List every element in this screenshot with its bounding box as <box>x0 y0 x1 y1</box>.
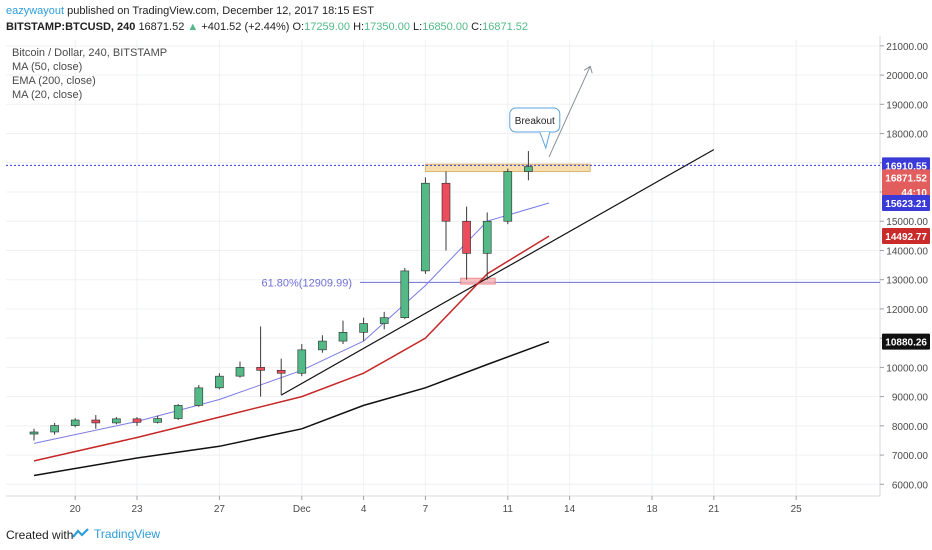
legend-item[interactable]: Bitcoin / Dollar, 240, BITSTAMP <box>12 47 167 59</box>
breakout-callout <box>509 107 561 133</box>
price-tick-label: 6000.00 <box>892 480 929 491</box>
price-axis-bg <box>880 36 932 516</box>
candle-body <box>173 405 183 419</box>
series-line <box>33 202 550 444</box>
last-price: 16871.52 <box>138 21 185 33</box>
price-tick-label: 9000.00 <box>892 393 929 404</box>
price-change: +401.52 (+2.44%) <box>201 21 290 33</box>
symbol-label: BITSTAMP:BTCUSD, 240 <box>6 21 136 33</box>
breakout-callout-pointer <box>539 131 551 150</box>
chart-header: eazywayout published on TradingView.com,… <box>0 0 932 36</box>
candle-body <box>482 220 492 254</box>
price-label-text: 10880.26 <box>885 338 927 349</box>
candle-body <box>524 166 533 172</box>
close-label: C: <box>471 21 483 33</box>
series-line <box>33 235 550 462</box>
time-tick-label: 23 <box>131 504 143 515</box>
time-tick-label: 25 <box>791 504 803 515</box>
time-tick-label: 14 <box>564 504 576 515</box>
high-value: 17350.00 <box>364 21 410 33</box>
time-tick-label: 7 <box>423 504 429 515</box>
candle-body <box>359 323 368 333</box>
breakout-arrow <box>548 66 591 158</box>
candle-body <box>50 425 59 433</box>
price-label-text: 15623.21 <box>885 199 927 210</box>
chart-background <box>0 36 932 516</box>
candle-body <box>235 367 245 377</box>
price-label-box <box>882 157 930 174</box>
tradingview-label: TradingView <box>94 527 161 541</box>
price-label-box <box>882 195 930 212</box>
candle-body <box>132 418 142 423</box>
candle-body <box>256 367 265 371</box>
candle-body <box>318 340 327 351</box>
price-tick-label: 10000.00 <box>886 363 928 374</box>
price-tick-label: 7000.00 <box>892 451 929 462</box>
close-value: 16871.52 <box>482 21 529 33</box>
time-tick-label: 20 <box>70 504 82 515</box>
candle-body <box>421 182 430 272</box>
candle-body <box>153 418 162 423</box>
candle-body <box>503 171 513 222</box>
price-tick-label: 14000.00 <box>886 246 928 257</box>
tradingview-brand[interactable]: TradingView <box>72 527 160 541</box>
breakout-arrowhead <box>583 65 593 74</box>
open-label: O: <box>292 21 305 33</box>
tradingview-logo-icon <box>72 528 89 538</box>
price-tick-label: 18000.00 <box>886 130 928 141</box>
published-text: published on TradingView.com, December 1… <box>67 5 374 17</box>
chart-area[interactable]: 21000.0020000.0019000.0018000.0017000.00… <box>0 36 932 516</box>
breakout-label: Breakout <box>515 116 555 127</box>
candle-body <box>215 375 224 389</box>
series-line <box>33 340 550 477</box>
candle-body <box>29 431 39 435</box>
open-value: 17259.00 <box>304 21 350 33</box>
price-tick-label: 20000.00 <box>886 71 928 82</box>
price-tick-label: 12000.00 <box>886 305 928 316</box>
candle-body <box>441 182 451 222</box>
candle-body <box>91 419 101 424</box>
price-label-box <box>882 333 930 350</box>
legend-item[interactable]: EMA (200, close) <box>12 75 96 87</box>
price-label-box <box>882 169 930 186</box>
price-tick-label: 21000.00 <box>886 42 928 53</box>
price-label-text: 44:10 <box>901 188 927 199</box>
candle-body <box>194 387 204 406</box>
change-indicator: ▲ <box>187 21 199 33</box>
price-label-text: 16910.55 <box>885 161 927 172</box>
price-tick-label: 15000.00 <box>886 217 928 228</box>
legend-item[interactable]: MA (50, close) <box>12 61 82 73</box>
created-with-text: Created with <box>6 528 74 542</box>
low-label: L: <box>413 21 423 33</box>
time-tick-label: 11 <box>503 504 514 515</box>
legend-item[interactable]: MA (20, close) <box>12 89 82 101</box>
time-tick-label: 27 <box>214 504 226 515</box>
candle-body <box>379 317 389 324</box>
low-value: 16850.00 <box>422 21 469 33</box>
time-tick-label: 21 <box>708 504 720 515</box>
time-tick-label: 18 <box>646 504 658 515</box>
candle-body <box>462 220 471 254</box>
price-tick-label: 13000.00 <box>886 276 928 287</box>
author-link[interactable]: eazywayout <box>6 5 65 17</box>
trendline <box>280 149 715 396</box>
candle-body <box>70 419 80 426</box>
price-tick-label: 19000.00 <box>886 100 928 111</box>
price-label-box <box>882 228 930 245</box>
candle-body <box>297 349 307 374</box>
candle-body <box>400 270 410 318</box>
time-tick-label: Dec <box>293 504 311 515</box>
candle-body <box>338 332 348 342</box>
price-label-text: 16871.52 <box>885 173 927 184</box>
candle-body <box>276 370 286 374</box>
price-tick-label: 8000.00 <box>892 422 929 433</box>
high-label: H: <box>353 21 365 33</box>
fib-level-label: 61.80%(12909.99) <box>261 277 352 289</box>
candle-body <box>112 418 121 424</box>
price-chart[interactable]: 21000.0020000.0019000.0018000.0017000.00… <box>0 36 932 516</box>
chart-footer: Created with TradingView <box>0 516 932 550</box>
price-label-text: 14492.77 <box>885 232 927 243</box>
time-tick-label: 4 <box>361 504 367 515</box>
